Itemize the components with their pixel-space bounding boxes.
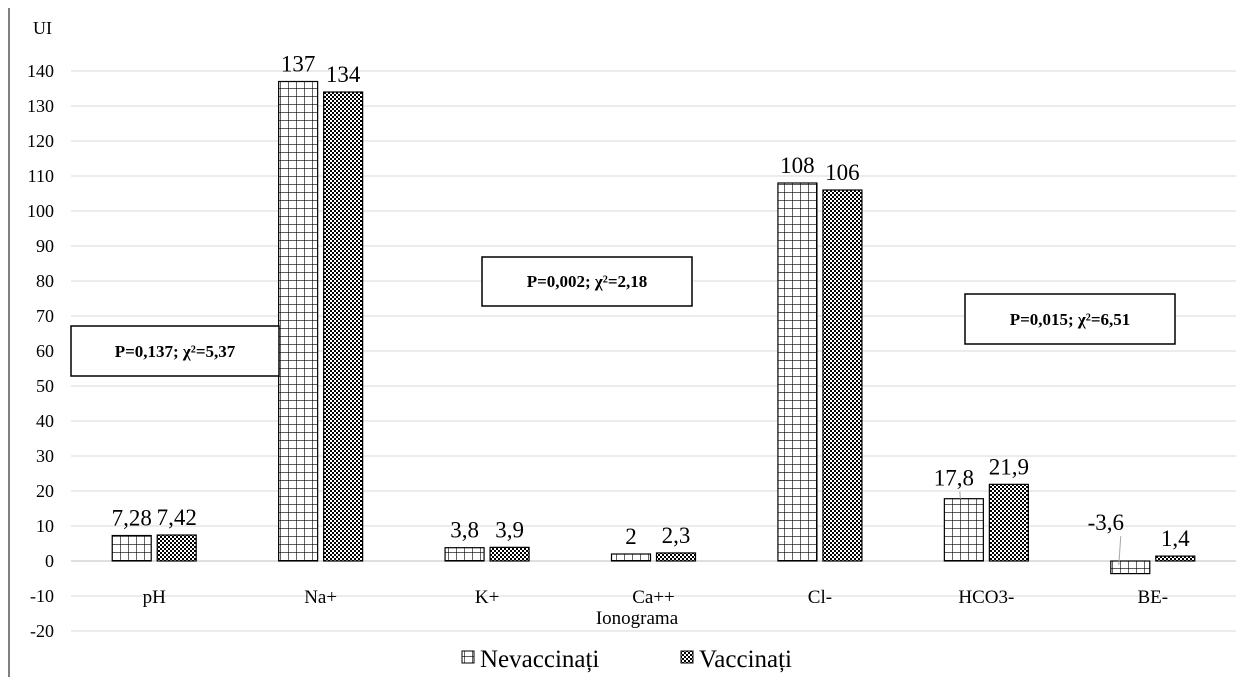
x-axis-title: Ionograma [596, 608, 679, 629]
x-tick-label: Ca++ [632, 587, 675, 608]
y-tick-label: 0 [45, 551, 54, 571]
data-label: 2 [625, 524, 637, 549]
x-tick-label: K+ [475, 587, 499, 608]
x-tick-label: BE- [1137, 587, 1168, 608]
bar-nevaccinati [777, 182, 818, 562]
bar-vaccinati [156, 534, 197, 562]
data-label: 3,8 [450, 518, 479, 543]
bar-nevaccinati [278, 80, 319, 562]
data-label: -3,6 [1088, 510, 1124, 535]
bar-nevaccinati [1110, 560, 1151, 575]
x-tick-label: HCO3- [958, 587, 1014, 608]
bar-vaccinati [323, 91, 364, 562]
bar-vaccinati [822, 189, 863, 562]
data-labels: 7,28 7,42 137 134 3,8 3,9 2 2,3 108 106 17,8 21,9 -3… [112, 52, 1190, 566]
legend-swatch-nevaccinati [461, 650, 475, 664]
annotation-box-k: P=0,002; χ²=2,18 [481, 256, 693, 307]
x-tick-label: pH [143, 587, 167, 608]
bar-nevaccinati [444, 547, 485, 562]
bars [111, 80, 1196, 575]
y-tick-label: 120 [27, 131, 54, 151]
bar-vaccinati [1155, 555, 1196, 562]
data-label: 21,9 [989, 454, 1029, 479]
y-axis-label: UI [33, 18, 52, 38]
data-label: 2,3 [662, 523, 691, 548]
data-label: 137 [281, 52, 316, 77]
y-tick-label: 60 [36, 341, 54, 361]
data-label: 3,9 [495, 517, 524, 542]
bar-nevaccinati [943, 498, 984, 562]
y-tick-label: -10 [30, 586, 54, 606]
data-label: 1,4 [1161, 526, 1190, 551]
x-tick-label: Cl- [808, 587, 832, 608]
y-tick-label: 100 [27, 201, 54, 221]
legend-item-vaccinati: Vaccinați [680, 646, 792, 673]
data-label: 7,42 [157, 505, 197, 530]
data-label: 108 [780, 153, 815, 178]
y-tick-label: 50 [36, 376, 54, 396]
annotation-text-k: P=0,002; χ²=2,18 [527, 272, 648, 291]
annotation-box-hco3: P=0,015; χ²=6,51 [964, 293, 1176, 345]
legend-item-nevaccinati: Nevaccinați [461, 646, 599, 673]
bar-vaccinati [655, 552, 697, 562]
legend-swatch-vaccinati [680, 650, 694, 664]
data-label: 134 [326, 62, 361, 87]
y-tick-label: 70 [36, 306, 54, 326]
y-tick-label: 80 [36, 271, 54, 291]
y-tick-labels: -20 -10 0 10 20 30 40 50 60 70 80 90 100 110 120 130 140 [27, 61, 54, 641]
annotation-box-ph: P=0,137; χ²=5,37 [70, 325, 280, 377]
bar-nevaccinati [610, 553, 652, 562]
bar-vaccinati [489, 546, 530, 562]
data-label-leader-line [1118, 535, 1122, 566]
y-tick-label: 90 [36, 236, 54, 256]
gridlines [71, 70, 1236, 632]
y-tick-label: 140 [27, 61, 54, 81]
y-tick-label: 130 [27, 96, 54, 116]
legend-label-nevaccinati: Nevaccinați [480, 646, 599, 673]
x-tick-labels: pH Na+ K+ Ca++ Cl- HCO3- BE- [143, 587, 1168, 608]
x-tick-label: Na+ [304, 587, 337, 608]
data-label-leader-line [959, 491, 961, 499]
y-tick-label: 30 [36, 446, 54, 466]
annotation-text-ph: P=0,137; χ²=5,37 [115, 342, 236, 361]
legend: Nevaccinați Vaccinați [461, 646, 792, 673]
y-tick-label: 20 [36, 481, 54, 501]
y-tick-label: 40 [36, 411, 54, 431]
bar-vaccinati [988, 483, 1029, 562]
data-label: 106 [825, 160, 860, 185]
annotation-text-hco3: P=0,015; χ²=6,51 [1010, 310, 1131, 329]
y-tick-label: 10 [36, 516, 54, 536]
y-tick-label: 110 [28, 166, 54, 186]
y-tick-label: -20 [30, 621, 54, 641]
bar-nevaccinati [111, 534, 152, 562]
legend-label-vaccinati: Vaccinați [699, 646, 792, 673]
data-label: 17,8 [934, 466, 974, 491]
data-label: 7,28 [112, 506, 152, 531]
